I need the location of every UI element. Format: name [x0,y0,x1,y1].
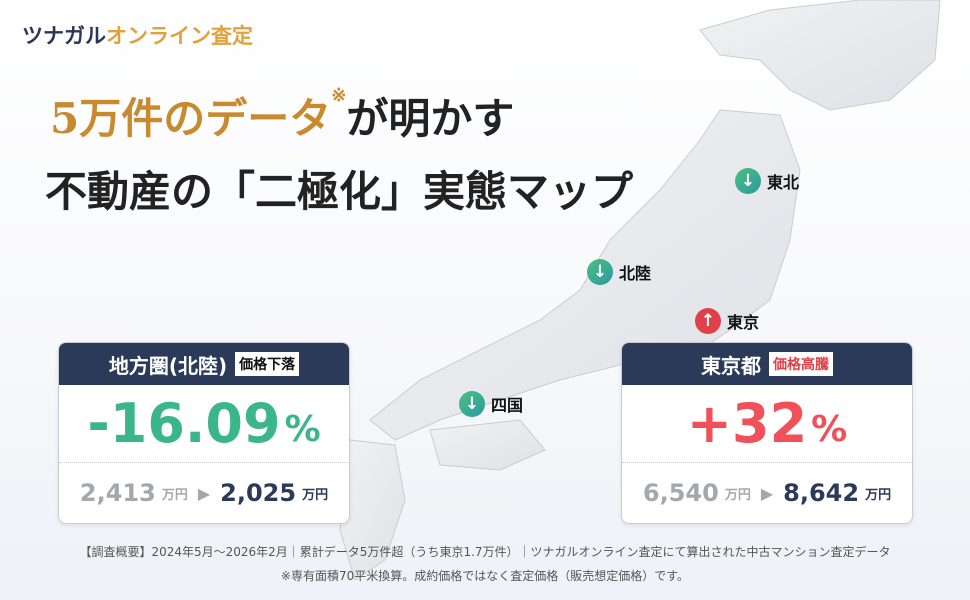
status-badge: 価格高騰 [769,352,833,376]
arrow-down-icon: ↓ [459,391,485,417]
kyushu-shape [339,439,406,581]
brand-logo: ツナガルオンライン査定 [22,24,253,48]
arrow-up-icon: ↑ [695,308,721,334]
pin-tokyo: ↑ 東京 [695,308,759,334]
card-tokyo: 東京都 価格高騰 +32% 6,540 万円 ▶ 8,642 万円 [621,342,913,524]
card-regional: 地方圏(北陸) 価格下落 -16.09% 2,413 万円 ▶ 2,025 万円 [58,342,350,524]
footer-note-1: 【調査概要】2024年5月～2026年2月｜累計データ5万件超（うち東京1.7万… [79,545,891,559]
triangle-right-icon: ▶ [760,483,774,503]
shikoku-shape [429,419,546,471]
headline-line1: 5万件のデータ※が明かす [50,85,515,143]
arrow-down-icon: ↓ [735,168,761,194]
pin-hokuriku: ↓ 北陸 [587,259,651,285]
headline-line2: 不動産の「二極化」実態マップ [45,167,634,216]
footer-note-2: ※専有面積70平米換算。成約価格ではなく査定価格（販売想定価格）です。 [280,569,690,583]
price-row: 2,413 万円 ▶ 2,025 万円 [79,479,329,507]
price-row: 6,540 万円 ▶ 8,642 万円 [642,479,892,507]
triangle-right-icon: ▶ [197,483,211,503]
hokkaido-shape [699,0,941,111]
pin-shikoku: ↓ 四国 [459,391,523,417]
change-value: -16.09% [59,385,349,463]
arrow-down-icon: ↓ [587,259,613,285]
card-title: 地方圏(北陸) [108,353,228,378]
pin-tohoku: ↓ 東北 [735,168,799,194]
status-badge: 価格下落 [235,352,300,376]
card-title: 東京都 [701,353,761,378]
honshu-shape [369,109,801,441]
change-value: +32% [622,385,912,463]
